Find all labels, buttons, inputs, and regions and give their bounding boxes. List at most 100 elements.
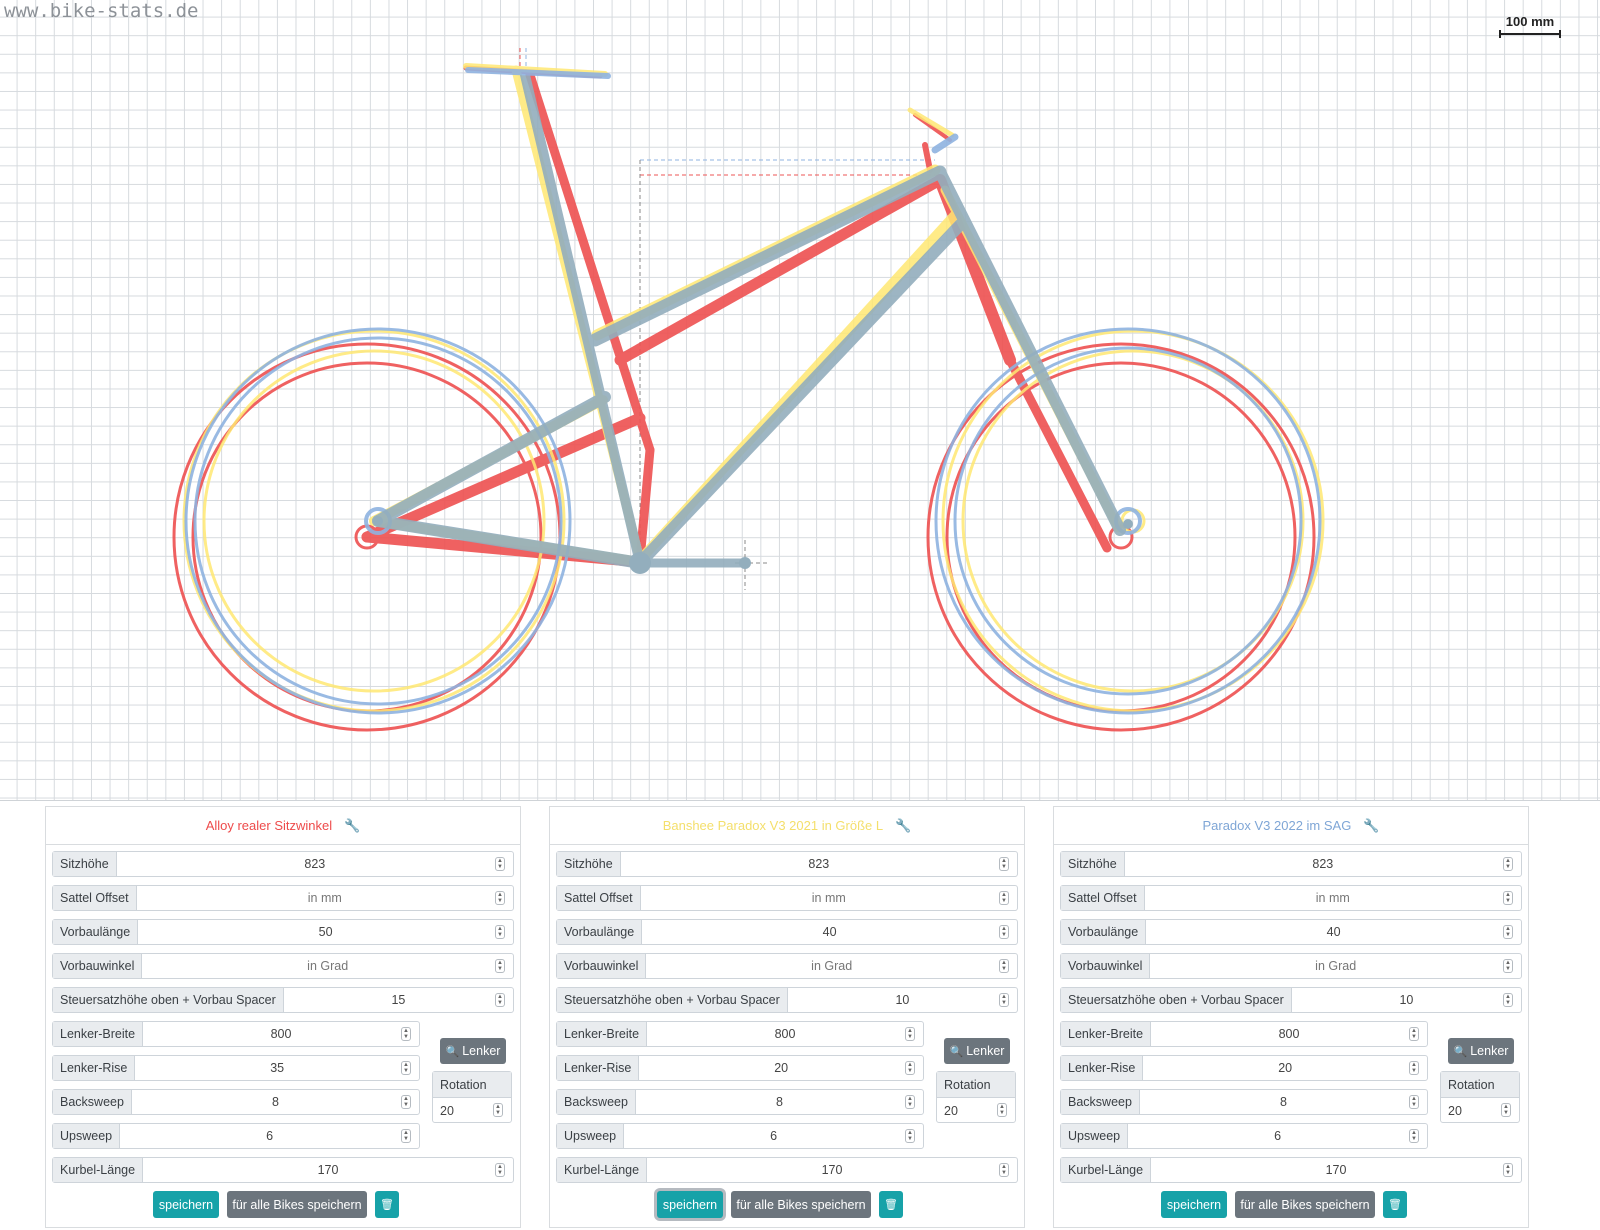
- upsweep-input[interactable]: 6 ▲ ▼: [1128, 1124, 1427, 1148]
- bike-name[interactable]: Paradox V3 2022 im SAG: [1202, 818, 1352, 833]
- spin-icon[interactable]: ▲ ▼: [495, 891, 505, 905]
- bike-name[interactable]: Alloy realer Sitzwinkel: [205, 818, 333, 833]
- lenker-rise-input[interactable]: 35 ▲ ▼: [135, 1056, 419, 1080]
- vorbaulaenge-input[interactable]: 40 ▲ ▼: [642, 920, 1017, 944]
- spin-icon[interactable]: ▲ ▼: [1503, 993, 1513, 1007]
- spin-icon[interactable]: ▲ ▼: [493, 1103, 503, 1117]
- steuersatz-input[interactable]: 10 ▲ ▼: [788, 988, 1017, 1012]
- delete-button[interactable]: 🗑: [1383, 1191, 1407, 1218]
- lenker-rise-input[interactable]: 20 ▲ ▼: [639, 1056, 923, 1080]
- lenker-breite-input[interactable]: 800 ▲ ▼: [647, 1022, 923, 1046]
- sitzhoehe-row: Sitzhöhe 823 ▲ ▼: [52, 851, 514, 877]
- backsweep-input[interactable]: 8 ▲ ▼: [1140, 1090, 1427, 1114]
- save-all-button[interactable]: für alle Bikes speichern: [227, 1191, 367, 1218]
- panel-header: Paradox V3 2022 im SAG 🔧: [1054, 807, 1528, 845]
- vorbauwinkel-input[interactable]: in Grad ▲ ▼: [646, 954, 1017, 978]
- backsweep-row: Backsweep 8 ▲ ▼: [556, 1089, 924, 1115]
- rotation-group: Rotation 20 ▲ ▼: [432, 1071, 512, 1123]
- spin-icon[interactable]: ▲ ▼: [495, 857, 505, 871]
- spin-icon[interactable]: ▲ ▼: [495, 959, 505, 973]
- vorbauwinkel-input[interactable]: in Grad ▲ ▼: [1150, 954, 1521, 978]
- vorbaulaenge-input[interactable]: 40 ▲ ▼: [1146, 920, 1521, 944]
- spin-icon[interactable]: ▲ ▼: [1501, 1103, 1511, 1117]
- sattel-offset-input[interactable]: in mm ▲ ▼: [641, 886, 1017, 910]
- spin-icon[interactable]: ▲ ▼: [905, 1027, 915, 1041]
- delete-button[interactable]: 🗑: [879, 1191, 903, 1218]
- sitzhoehe-input[interactable]: 823 ▲ ▼: [621, 852, 1017, 876]
- lenker-rise-input[interactable]: 20 ▲ ▼: [1143, 1056, 1427, 1080]
- sattel-offset-input[interactable]: in mm ▲ ▼: [1145, 886, 1521, 910]
- sattel-offset-input[interactable]: in mm ▲ ▼: [137, 886, 513, 910]
- kurbel-laenge-row: Kurbel-Länge 170 ▲ ▼: [556, 1157, 1018, 1183]
- lenker-breite-input[interactable]: 800 ▲ ▼: [1151, 1022, 1427, 1046]
- lenker-button[interactable]: 🔍 Lenker: [944, 1038, 1010, 1064]
- spin-icon[interactable]: ▲ ▼: [1409, 1027, 1419, 1041]
- spin-icon[interactable]: ▲ ▼: [999, 959, 1009, 973]
- wrench-icon[interactable]: 🔧: [895, 817, 912, 833]
- upsweep-input[interactable]: 6 ▲ ▼: [120, 1124, 419, 1148]
- lenker-button[interactable]: 🔍 Lenker: [1448, 1038, 1514, 1064]
- spin-icon[interactable]: ▲ ▼: [999, 1163, 1009, 1177]
- spin-icon[interactable]: ▲ ▼: [401, 1129, 411, 1143]
- spin-icon[interactable]: ▲ ▼: [1409, 1061, 1419, 1075]
- bike-banshee-yellow: [182, 63, 1325, 713]
- kurbel-laenge-input[interactable]: 170 ▲ ▼: [1151, 1158, 1521, 1182]
- spin-icon[interactable]: ▲ ▼: [1503, 891, 1513, 905]
- sitzhoehe-input[interactable]: 823 ▲ ▼: [1125, 852, 1521, 876]
- rotation-input[interactable]: 20 ▲ ▼: [433, 1098, 511, 1124]
- upsweep-input[interactable]: 6 ▲ ▼: [624, 1124, 923, 1148]
- spin-icon[interactable]: ▲ ▼: [905, 1061, 915, 1075]
- bike-settings-panel-1: Alloy realer Sitzwinkel 🔧 Sitzhöhe 823 ▲ ▼ Sat…: [45, 806, 521, 1228]
- sitzhoehe-input[interactable]: 823 ▲ ▼: [117, 852, 513, 876]
- lenker-breite-input[interactable]: 800 ▲ ▼: [143, 1022, 419, 1046]
- scale-indicator: 100 mm: [1497, 14, 1563, 38]
- steuersatz-input[interactable]: 15 ▲ ▼: [284, 988, 513, 1012]
- search-icon: 🔍: [1453, 1045, 1468, 1058]
- rotation-input[interactable]: 20 ▲ ▼: [1441, 1098, 1519, 1124]
- spin-icon[interactable]: ▲ ▼: [1409, 1129, 1419, 1143]
- vorbauwinkel-input[interactable]: in Grad ▲ ▼: [142, 954, 513, 978]
- spin-icon[interactable]: ▲ ▼: [495, 993, 505, 1007]
- wrench-icon[interactable]: 🔧: [1363, 817, 1380, 833]
- spin-icon[interactable]: ▲ ▼: [1503, 959, 1513, 973]
- sitzhoehe-label: Sitzhöhe: [557, 852, 621, 876]
- spin-icon[interactable]: ▲ ▼: [997, 1103, 1007, 1117]
- panel-header: Banshee Paradox V3 2021 in Größe L 🔧: [550, 807, 1024, 845]
- spin-icon[interactable]: ▲ ▼: [495, 925, 505, 939]
- spin-icon[interactable]: ▲ ▼: [495, 1163, 505, 1177]
- spin-icon[interactable]: ▲ ▼: [401, 1095, 411, 1109]
- vorbaulaenge-input[interactable]: 50 ▲ ▼: [138, 920, 513, 944]
- lenker-rise-row: Lenker-Rise 20 ▲ ▼: [1060, 1055, 1428, 1081]
- spin-icon[interactable]: ▲ ▼: [905, 1129, 915, 1143]
- lenker-rise-row: Lenker-Rise 35 ▲ ▼: [52, 1055, 420, 1081]
- backsweep-input[interactable]: 8 ▲ ▼: [636, 1090, 923, 1114]
- spin-icon[interactable]: ▲ ▼: [1503, 925, 1513, 939]
- wrench-icon[interactable]: 🔧: [344, 817, 361, 833]
- steuersatz-input[interactable]: 10 ▲ ▼: [1292, 988, 1521, 1012]
- spin-icon[interactable]: ▲ ▼: [999, 857, 1009, 871]
- spin-icon[interactable]: ▲ ▼: [1409, 1095, 1419, 1109]
- spin-icon[interactable]: ▲ ▼: [1503, 1163, 1513, 1177]
- spin-icon[interactable]: ▲ ▼: [999, 925, 1009, 939]
- save-button[interactable]: speichern: [657, 1191, 723, 1218]
- bike-name[interactable]: Banshee Paradox V3 2021 in Größe L: [662, 818, 884, 833]
- vorbauwinkel-row: Vorbauwinkel in Grad ▲ ▼: [1060, 953, 1522, 979]
- save-button[interactable]: speichern: [1161, 1191, 1227, 1218]
- backsweep-label: Backsweep: [1061, 1090, 1140, 1114]
- front-axle-dot: [1123, 519, 1133, 529]
- save-all-button[interactable]: für alle Bikes speichern: [731, 1191, 871, 1218]
- save-all-button[interactable]: für alle Bikes speichern: [1235, 1191, 1375, 1218]
- spin-icon[interactable]: ▲ ▼: [999, 993, 1009, 1007]
- save-button[interactable]: speichern: [153, 1191, 219, 1218]
- delete-button[interactable]: 🗑: [375, 1191, 399, 1218]
- spin-icon[interactable]: ▲ ▼: [1503, 857, 1513, 871]
- spin-icon[interactable]: ▲ ▼: [905, 1095, 915, 1109]
- backsweep-input[interactable]: 8 ▲ ▼: [132, 1090, 419, 1114]
- kurbel-laenge-input[interactable]: 170 ▲ ▼: [143, 1158, 513, 1182]
- spin-icon[interactable]: ▲ ▼: [401, 1027, 411, 1041]
- kurbel-laenge-input[interactable]: 170 ▲ ▼: [647, 1158, 1017, 1182]
- rotation-input[interactable]: 20 ▲ ▼: [937, 1098, 1015, 1124]
- spin-icon[interactable]: ▲ ▼: [401, 1061, 411, 1075]
- lenker-button[interactable]: 🔍 Lenker: [440, 1038, 506, 1064]
- spin-icon[interactable]: ▲ ▼: [999, 891, 1009, 905]
